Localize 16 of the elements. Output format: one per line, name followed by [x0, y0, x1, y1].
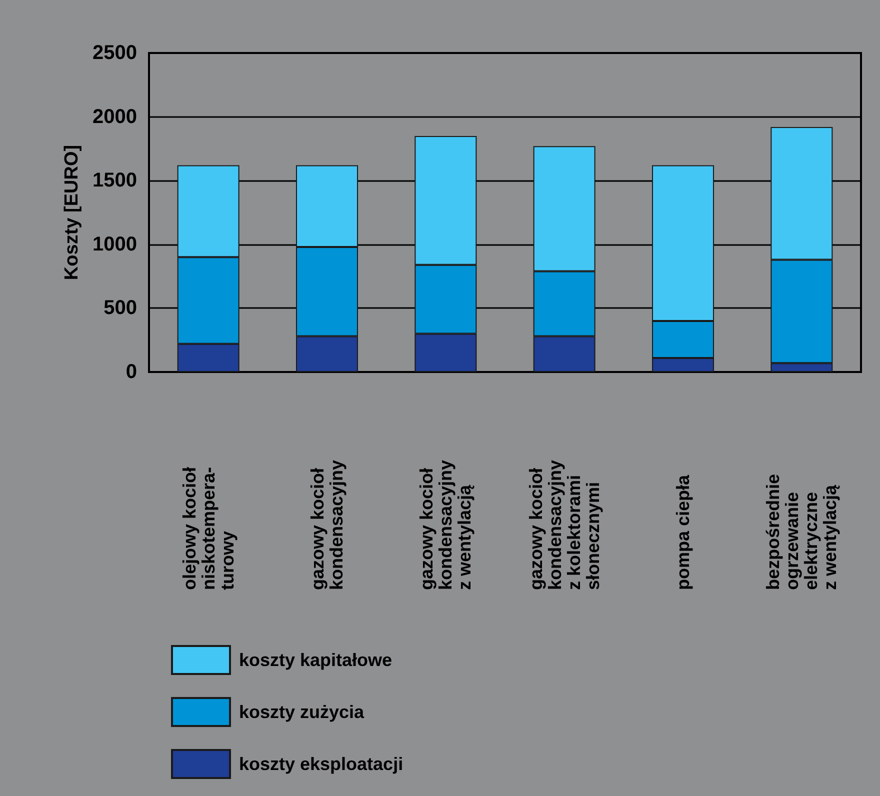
x-tick-label: olejowy kocioł niskotempera- turowy — [179, 466, 238, 590]
x-tick-label: bezpośrednie ogrzewanie elektryczne z wentylacją — [763, 474, 840, 590]
y-tick-label: 1000 — [92, 233, 137, 256]
legend-label: koszty kapitałowe — [239, 650, 392, 670]
x-tick-label: gazowy kocioł kondensacyjny z wentylacją — [416, 460, 475, 590]
legend-label: koszty eksploatacji — [239, 754, 404, 774]
y-tick-label: 1500 — [92, 170, 137, 192]
legend-label: koszty zużycia — [239, 702, 366, 722]
y-tick-label: 0 — [126, 361, 137, 383]
y-tick-label: 2500 — [92, 42, 137, 64]
x-tick-label: gazowy kocioł kondensacyjny — [308, 460, 346, 590]
x-tick-label: pompa ciepła — [673, 474, 693, 590]
y-tick-label: 2000 — [92, 106, 137, 128]
x-tick-label: gazowy kocioł kondensacyjny z kolektorami słonecznymi — [526, 460, 603, 590]
y-tick-label: 500 — [104, 297, 137, 320]
y-axis-title: Koszty [EURO] — [62, 144, 83, 280]
